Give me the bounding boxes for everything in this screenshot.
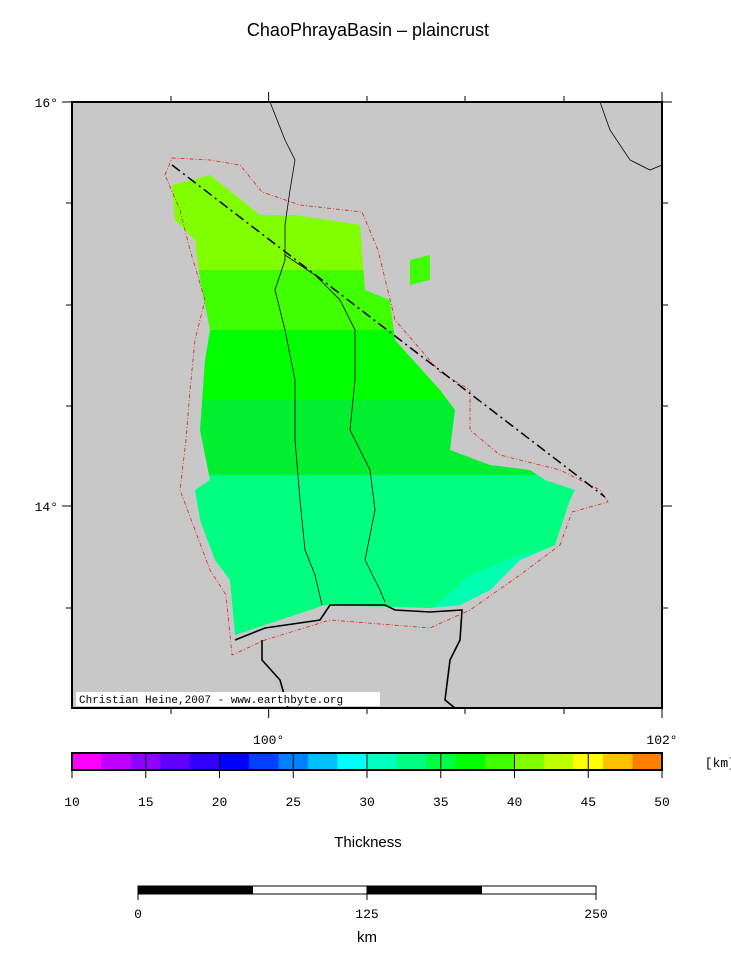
colorbar-segment <box>101 753 132 770</box>
colorbar-tick-label: 15 <box>138 795 154 810</box>
rivers <box>269 101 663 606</box>
title: ChaoPhrayaBasin – plaincrust <box>247 20 489 40</box>
colorbar-tick-label: 35 <box>433 795 449 810</box>
credit: Christian Heine,2007 - www.earthbyte.org <box>79 695 343 707</box>
scale-segment <box>366 885 482 895</box>
scale-segment <box>481 885 597 895</box>
colorbar-segment <box>337 753 368 770</box>
colorbar-segment <box>160 753 191 770</box>
x-tick-label: 102° <box>646 733 677 748</box>
colorbar-segment <box>603 753 633 770</box>
river <box>269 101 323 606</box>
colorbar-tick-label: 25 <box>285 795 301 810</box>
y-tick-label: 14° <box>35 500 58 515</box>
colorbar-segment <box>544 753 574 770</box>
basin-outline <box>164 157 609 656</box>
profile-line <box>171 164 606 498</box>
colorbar-tick-label: 45 <box>580 795 596 810</box>
colorbar-segment <box>396 753 427 770</box>
border <box>599 101 663 171</box>
scale-tick-label: 125 <box>355 907 378 922</box>
scale-segment <box>137 885 253 895</box>
colorbar-segment <box>249 753 279 770</box>
field-patch <box>410 255 430 285</box>
scale-tick-label: 250 <box>584 907 607 922</box>
colorbar-segment <box>190 753 220 770</box>
scale-unit: km <box>357 929 377 946</box>
scale-tick-label: 0 <box>134 907 142 922</box>
colorbar-segment <box>514 753 545 770</box>
colorbar-tick-label: 20 <box>212 795 228 810</box>
colorbar-tick-label: 10 <box>64 795 80 810</box>
colorbar-label: Thickness <box>334 834 402 851</box>
river <box>284 254 386 603</box>
colorbar-segment <box>455 753 486 770</box>
colorbar-unit: [km] <box>705 756 731 771</box>
colorbar-tick-label: 30 <box>359 795 375 810</box>
colorbar-tick-label: 50 <box>654 795 670 810</box>
colorbar-segment <box>308 753 338 770</box>
colorbar-segment <box>219 753 250 770</box>
colorbar-segment <box>72 753 102 770</box>
colorbar-segment <box>367 753 397 770</box>
colorbar-segment <box>485 753 515 770</box>
scale-segment <box>252 885 368 895</box>
colorbar-tick-label: 40 <box>507 795 523 810</box>
y-tick-label: 16° <box>35 96 58 111</box>
colorbar-segment <box>632 753 663 770</box>
x-tick-label: 100° <box>253 733 284 748</box>
minor-ticks <box>66 96 668 714</box>
credit-box <box>76 692 380 706</box>
